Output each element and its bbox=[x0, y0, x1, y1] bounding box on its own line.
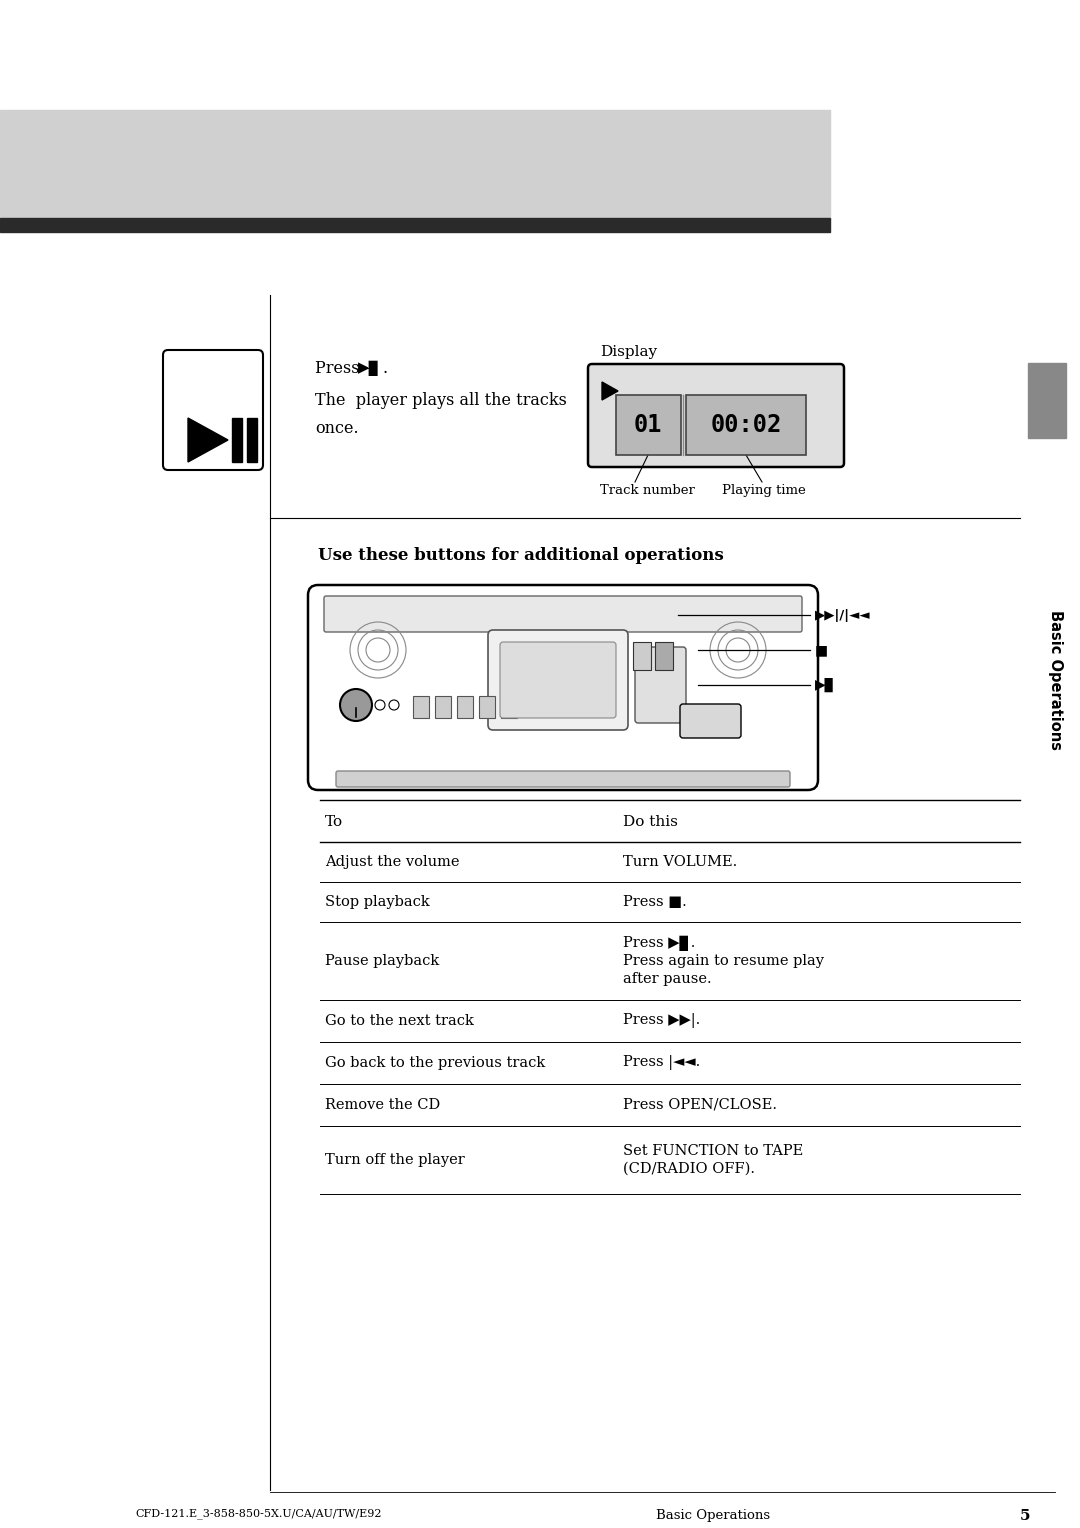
FancyBboxPatch shape bbox=[635, 646, 686, 723]
Text: Playing time: Playing time bbox=[723, 483, 806, 497]
Text: ▶▊: ▶▊ bbox=[357, 361, 381, 376]
Text: Press ▶▶|.: Press ▶▶|. bbox=[623, 1013, 700, 1028]
Text: Pause playback: Pause playback bbox=[325, 953, 440, 969]
Bar bbox=[616, 396, 681, 455]
Text: Press ■.: Press ■. bbox=[623, 895, 687, 909]
Text: Remove the CD: Remove the CD bbox=[325, 1099, 441, 1112]
Text: VOLUME: VOLUME bbox=[337, 584, 403, 597]
Bar bbox=[247, 419, 257, 461]
Text: Adjust the volume: Adjust the volume bbox=[325, 856, 459, 869]
Text: after pause.: after pause. bbox=[623, 972, 712, 986]
Polygon shape bbox=[602, 382, 618, 400]
Text: 4: 4 bbox=[201, 354, 229, 396]
Bar bbox=[0, 219, 831, 232]
Text: ▶▊: ▶▊ bbox=[815, 678, 836, 692]
Circle shape bbox=[340, 689, 372, 721]
FancyBboxPatch shape bbox=[500, 642, 616, 718]
Text: 5: 5 bbox=[1020, 1510, 1030, 1523]
Text: 00:02: 00:02 bbox=[711, 413, 782, 437]
Text: (CD/RADIO OFF).: (CD/RADIO OFF). bbox=[623, 1161, 755, 1177]
Text: Basic Operations: Basic Operations bbox=[1048, 610, 1063, 750]
Bar bbox=[413, 695, 429, 718]
Bar bbox=[654, 642, 673, 669]
Bar bbox=[1028, 364, 1066, 439]
FancyBboxPatch shape bbox=[163, 350, 264, 471]
Bar bbox=[501, 695, 517, 718]
Text: CFD-121.E_3-858-850-5X.U/CA/AU/TW/E92: CFD-121.E_3-858-850-5X.U/CA/AU/TW/E92 bbox=[135, 1508, 381, 1519]
Text: Go to the next track: Go to the next track bbox=[325, 1015, 474, 1028]
Text: Press ▶▊.: Press ▶▊. bbox=[623, 935, 696, 950]
Polygon shape bbox=[188, 419, 228, 461]
Text: ■: ■ bbox=[815, 643, 828, 657]
Text: Set FUNCTION to TAPE: Set FUNCTION to TAPE bbox=[623, 1144, 804, 1158]
FancyBboxPatch shape bbox=[588, 364, 843, 468]
Text: 01: 01 bbox=[634, 413, 662, 437]
Text: Do this: Do this bbox=[623, 814, 678, 830]
Text: .: . bbox=[383, 359, 388, 376]
FancyBboxPatch shape bbox=[680, 704, 741, 738]
Text: Press OPEN/CLOSE.: Press OPEN/CLOSE. bbox=[623, 1099, 777, 1112]
FancyBboxPatch shape bbox=[336, 772, 789, 787]
Bar bbox=[435, 695, 451, 718]
Bar bbox=[633, 642, 651, 669]
Text: Stop playback: Stop playback bbox=[325, 895, 430, 909]
Circle shape bbox=[389, 700, 399, 711]
FancyBboxPatch shape bbox=[488, 630, 627, 730]
FancyBboxPatch shape bbox=[324, 596, 802, 633]
Text: Press again to resume play: Press again to resume play bbox=[623, 953, 824, 969]
Text: Press |◄◄.: Press |◄◄. bbox=[623, 1056, 700, 1071]
Text: Go back to the previous track: Go back to the previous track bbox=[325, 1056, 545, 1070]
Text: To: To bbox=[325, 814, 343, 830]
Text: Use these buttons for additional operations: Use these buttons for additional operati… bbox=[318, 547, 724, 564]
Text: Turn VOLUME.: Turn VOLUME. bbox=[623, 856, 738, 869]
Text: FUNCTION: FUNCTION bbox=[468, 584, 549, 597]
Text: Track number: Track number bbox=[600, 483, 694, 497]
Bar bbox=[686, 396, 806, 455]
Text: Press: Press bbox=[315, 359, 365, 376]
Text: once.: once. bbox=[315, 420, 359, 437]
Circle shape bbox=[375, 700, 384, 711]
Text: ▶▶|/|◄◄: ▶▶|/|◄◄ bbox=[815, 608, 870, 622]
Text: Display: Display bbox=[600, 345, 657, 359]
Bar bbox=[232, 419, 242, 461]
Bar bbox=[457, 695, 473, 718]
Bar bbox=[480, 695, 495, 718]
Text: OPEN/CLOSE: OPEN/CLOSE bbox=[600, 584, 699, 597]
FancyBboxPatch shape bbox=[308, 585, 818, 790]
Text: The  player plays all the tracks: The player plays all the tracks bbox=[315, 391, 567, 408]
Bar bbox=[0, 110, 831, 220]
Text: Basic Operations: Basic Operations bbox=[656, 1510, 770, 1522]
Text: Turn off the player: Turn off the player bbox=[325, 1154, 464, 1167]
